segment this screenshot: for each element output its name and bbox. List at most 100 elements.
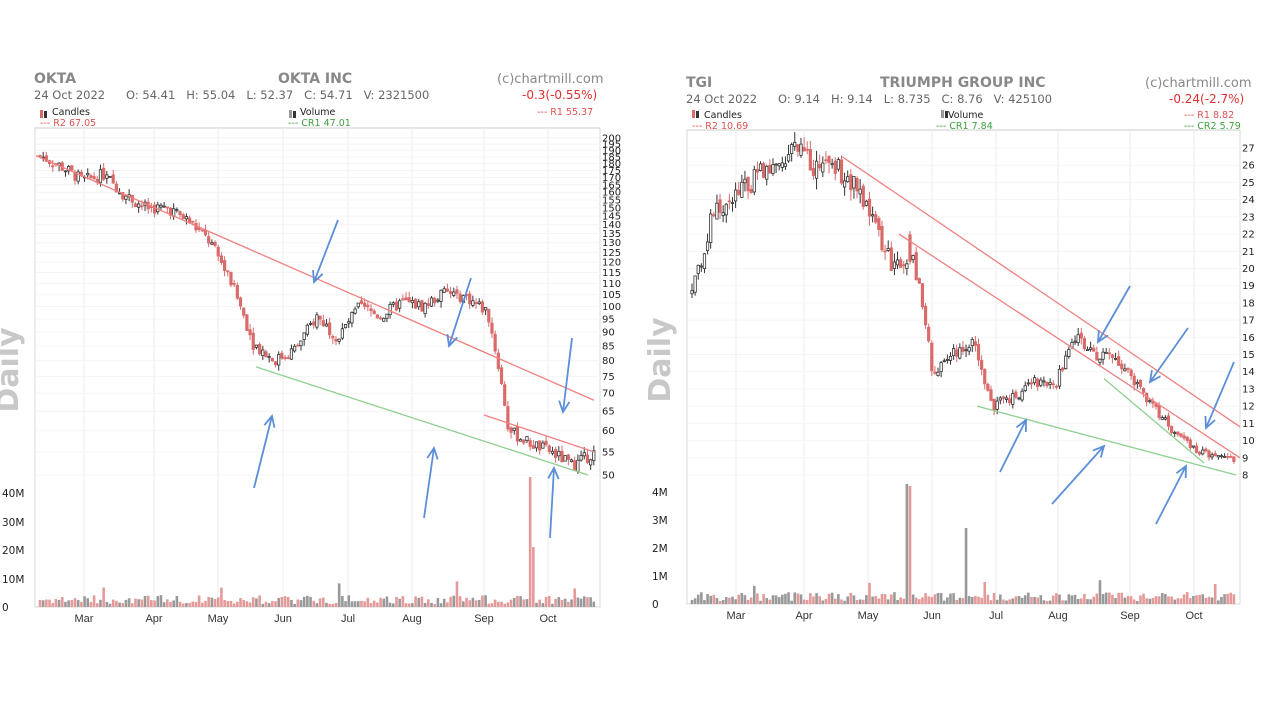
- candle-body: [1042, 380, 1046, 383]
- candle-body: [1148, 400, 1152, 403]
- candle-body: [690, 290, 694, 295]
- month-label: Mar: [75, 613, 94, 625]
- candle-body: [814, 160, 819, 179]
- candle-body: [1151, 401, 1155, 404]
- volume-bar: [734, 599, 737, 604]
- candles-legend-icon: [44, 111, 47, 118]
- candle-body: [939, 362, 943, 372]
- candle-body: [550, 450, 555, 454]
- volume-bar: [812, 596, 815, 604]
- volume-bar: [955, 599, 959, 604]
- volume-bar: [306, 595, 309, 607]
- candle-body: [477, 301, 481, 305]
- volume-bar: [563, 598, 567, 607]
- candle-body: [324, 323, 329, 327]
- candle-body: [38, 154, 42, 157]
- period-label: Daily: [0, 327, 26, 413]
- volume-bar: [150, 600, 153, 607]
- volume-bar: [939, 592, 943, 604]
- volume-bar: [439, 603, 443, 607]
- volume-tick-label: 0: [652, 599, 659, 611]
- volume-bar: [1173, 599, 1177, 604]
- candle-body: [1135, 382, 1139, 385]
- candle-body: [213, 241, 217, 246]
- candle-body: [1232, 456, 1236, 462]
- candle-body: [976, 344, 981, 361]
- volume-bar: [468, 600, 471, 607]
- candle-body: [1191, 445, 1196, 448]
- volume-bar: [787, 592, 790, 604]
- volume-bar: [223, 599, 226, 607]
- candle-body: [382, 317, 386, 322]
- volume-bar: [1129, 596, 1133, 604]
- annotation-arrow-head: [446, 333, 458, 348]
- price-tick-label: 130: [602, 238, 621, 249]
- candle-body: [1023, 385, 1027, 391]
- volume-bar: [1089, 599, 1092, 604]
- volume-bar: [693, 598, 697, 604]
- candle-body: [251, 332, 255, 350]
- company-name: TRIUMPH GROUP INC: [880, 75, 1046, 91]
- candle-body: [388, 304, 392, 316]
- candle-body: [92, 176, 96, 179]
- volume-bar: [293, 603, 296, 607]
- price-tick-label: 200: [602, 134, 621, 145]
- candle-body: [302, 332, 306, 341]
- volume-bar: [245, 601, 249, 607]
- candle-body: [948, 355, 953, 361]
- candle-body: [534, 441, 539, 449]
- candle-body: [175, 209, 179, 211]
- volume-bar: [781, 594, 784, 604]
- candle-body: [743, 178, 747, 184]
- volume-bar: [980, 597, 983, 604]
- volume-bar: [1136, 600, 1139, 604]
- volume-bar: [818, 596, 821, 604]
- volume-bar: [92, 595, 96, 607]
- volume-bar: [840, 599, 843, 604]
- volume-bar: [532, 547, 535, 607]
- volume-bar: [579, 598, 583, 607]
- candle-body: [864, 200, 868, 206]
- candle-body: [433, 297, 437, 304]
- date-label: 24 Oct 2022: [686, 92, 758, 106]
- candle-body: [544, 440, 548, 446]
- volume-bar: [1148, 598, 1152, 604]
- volume-bar: [309, 596, 312, 607]
- candle-body: [1011, 393, 1015, 405]
- candle-body: [852, 175, 856, 189]
- volume-tick-label: 0: [2, 602, 9, 614]
- price-tick-label: 60: [602, 426, 615, 437]
- candle-body: [705, 241, 710, 252]
- candle-body: [1120, 363, 1124, 370]
- volume-bar: [1139, 595, 1142, 604]
- candle-body: [509, 427, 513, 433]
- annotation-arrow-head: [1096, 329, 1109, 344]
- candle-body: [1129, 369, 1133, 377]
- candle-body: [372, 310, 376, 315]
- candle-body: [895, 259, 900, 266]
- candle-body: [165, 206, 169, 209]
- volume-bar: [118, 602, 121, 607]
- candle-body: [930, 342, 934, 372]
- volume-bar: [908, 486, 912, 604]
- volume-bar: [1213, 584, 1217, 604]
- candle-body: [945, 358, 949, 361]
- candle-body: [576, 459, 580, 473]
- candle-body: [200, 229, 204, 232]
- candle-body: [340, 328, 344, 339]
- price-tick-label: 27: [1242, 144, 1255, 155]
- candle-body: [51, 165, 55, 168]
- candle-body: [445, 288, 450, 292]
- candle-body: [573, 460, 577, 471]
- candle-body: [1166, 415, 1171, 427]
- volume-bar: [837, 594, 840, 604]
- candle-body: [483, 306, 488, 311]
- volume-bar: [541, 603, 545, 607]
- volume-bar: [277, 597, 281, 607]
- price-tick-label: 50: [602, 471, 615, 482]
- candle-body: [223, 260, 227, 271]
- volume-bar: [721, 600, 725, 604]
- volume-bar: [407, 603, 411, 607]
- candle-body: [420, 300, 424, 312]
- candle-body: [961, 346, 965, 352]
